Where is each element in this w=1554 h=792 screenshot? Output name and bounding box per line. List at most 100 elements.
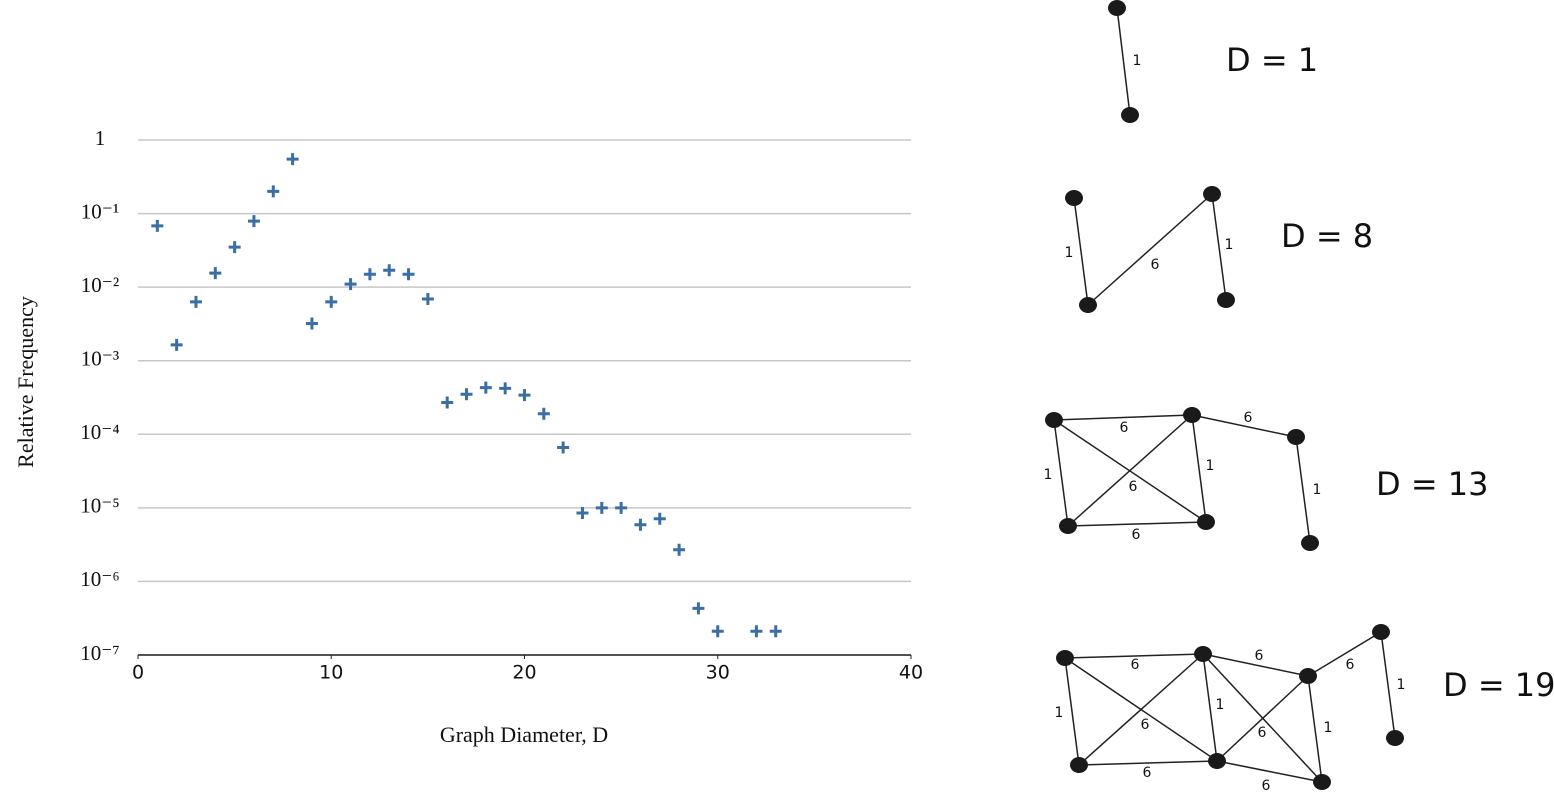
scatter-point: [557, 441, 570, 454]
scatter-point: [267, 185, 280, 198]
edge-label: 1: [1055, 705, 1064, 721]
edge-label: 1: [1065, 245, 1074, 261]
graph-edge: [1202, 653, 1218, 762]
graph-edge: [1087, 193, 1213, 306]
y-tick-label: 1: [95, 126, 106, 150]
graph-node: [1299, 668, 1317, 684]
scatter-point: [344, 278, 357, 291]
graph-edge: [1116, 7, 1131, 116]
scatter-point: [595, 501, 608, 514]
graph-edge: [1053, 414, 1193, 421]
edge-label: 6: [1120, 420, 1129, 436]
graph-node: [1059, 518, 1077, 534]
edge-label: 1: [1206, 458, 1215, 474]
edge-label: 6: [1262, 778, 1271, 792]
y-tick-label: 10⁻²: [81, 273, 119, 297]
y-tick-label: 10⁻⁷: [80, 641, 119, 665]
scatter-point: [228, 241, 241, 254]
graph-node: [1045, 412, 1063, 428]
edge-label: 6: [1131, 657, 1140, 673]
graph-edge: [1202, 653, 1309, 677]
graph-node: [1203, 186, 1221, 202]
scatter-point: [209, 267, 222, 280]
scatter-point: [499, 382, 512, 395]
y-tick-label: 10⁻⁴: [80, 420, 119, 444]
graph-node: [1065, 190, 1083, 206]
scatter-point: [750, 625, 763, 638]
graph-edge: [1078, 653, 1204, 766]
edge-label: 6: [1143, 765, 1152, 781]
scatter-point: [537, 407, 550, 420]
edge-label: 6: [1132, 527, 1141, 543]
x-tick-label: 40: [899, 662, 923, 684]
graph-label: D = 1: [1226, 41, 1318, 79]
scatter-point: [653, 512, 666, 525]
graph-node: [1056, 650, 1074, 666]
graph-node: [1208, 753, 1226, 769]
x-tick-label: 20: [512, 662, 536, 684]
y-axis-label: Relative Frequency: [13, 296, 38, 468]
scatter-point: [363, 268, 376, 281]
edge-label: 6: [1151, 257, 1160, 273]
edge-label: 1: [1397, 677, 1406, 693]
scatter-point: [247, 215, 260, 228]
scatter-point: [421, 292, 434, 305]
graph-edge: [1191, 414, 1207, 523]
scatter-point: [441, 396, 454, 409]
edge-label: 6: [1258, 725, 1267, 741]
x-tick-label: 0: [132, 662, 144, 684]
graph-node: [1079, 297, 1097, 313]
edge-label: 1: [1044, 467, 1053, 483]
scatter-point: [576, 507, 589, 520]
graph-node: [1287, 429, 1305, 445]
graph-node: [1313, 774, 1331, 790]
graph-node: [1183, 407, 1201, 423]
graph-edge: [1211, 193, 1227, 301]
graph-node: [1108, 0, 1126, 16]
scatter-point: [325, 295, 338, 308]
scatter-point: [460, 388, 473, 401]
scatter-point: [711, 625, 724, 638]
graph-node: [1301, 535, 1319, 551]
x-axis-label: Graph Diameter, D: [440, 722, 608, 747]
scatter-point: [769, 625, 782, 638]
graph-node: [1372, 624, 1390, 640]
edge-label: 1: [1313, 482, 1322, 498]
graph-node: [1386, 730, 1404, 746]
graph-label: D = 8: [1281, 217, 1373, 255]
edge-label: 6: [1255, 648, 1264, 664]
edge-label: 6: [1129, 479, 1138, 495]
graph-edge: [1064, 657, 1080, 766]
graph-edge: [1191, 414, 1297, 438]
scatter-point: [615, 501, 628, 514]
graph-edge: [1307, 631, 1382, 677]
scatter-point: [402, 268, 415, 281]
scatter-point: [479, 381, 492, 394]
graph-edge: [1307, 675, 1323, 783]
scatter-point: [518, 389, 531, 402]
scatter-point: [692, 602, 705, 615]
graph-edge: [1078, 760, 1218, 766]
y-tick-label: 10⁻³: [81, 347, 119, 371]
graph-edge: [1295, 436, 1311, 544]
graph-label: D = 19: [1443, 666, 1554, 704]
edge-label: 1: [1225, 237, 1234, 253]
edge-label: 1: [1133, 53, 1142, 69]
graph-edge: [1380, 631, 1396, 739]
graph-edge: [1067, 521, 1207, 527]
edge-label: 1: [1324, 720, 1333, 736]
scatter-point: [286, 153, 299, 166]
edge-label: 6: [1244, 410, 1253, 426]
scatter-point: [170, 338, 183, 351]
graph-node: [1194, 646, 1212, 662]
scatter-point: [383, 264, 396, 277]
scatter-point: [634, 518, 647, 531]
scatter-point: [189, 295, 202, 308]
scatter-point: [305, 317, 318, 330]
graph-edge: [1053, 419, 1069, 527]
edge-label: 1: [1216, 697, 1225, 713]
graph-edge: [1073, 197, 1089, 306]
graph-edge: [1216, 675, 1309, 762]
graph-edge: [1216, 760, 1323, 783]
